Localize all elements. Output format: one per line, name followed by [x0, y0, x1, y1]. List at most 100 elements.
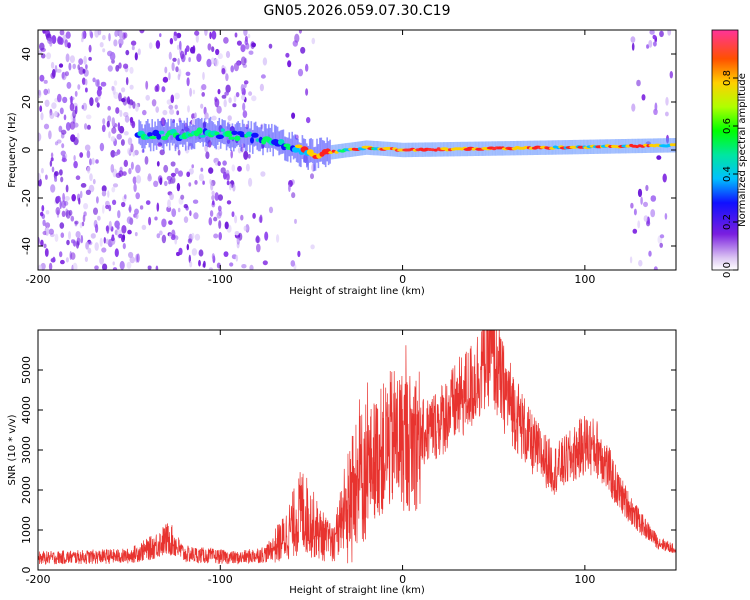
spectrogram-speckle — [287, 60, 292, 68]
spectrogram-speckle — [223, 251, 229, 257]
spectrogram-speckle — [68, 231, 71, 240]
spectrogram-speckle — [236, 61, 241, 66]
spectrogram-speckle — [656, 155, 662, 160]
spectrogram-speckle — [61, 143, 65, 149]
spectrogram-speckle — [111, 117, 116, 127]
spectrogram-speckle — [113, 151, 119, 157]
spectrogram-speckle — [135, 192, 140, 200]
ridge-core — [234, 135, 241, 142]
ridge-core — [224, 130, 233, 137]
spectrogram-speckle — [168, 51, 172, 60]
spectrogram-speckle — [159, 177, 163, 185]
spectrogram-speckle — [292, 40, 298, 47]
spectrogram-speckle — [234, 231, 240, 236]
spectrogram-speckle — [114, 248, 119, 258]
spectrogram-speckle — [92, 178, 96, 185]
ridge-halo-slice — [147, 119, 149, 143]
spectrogram-speckle — [89, 158, 92, 166]
spectrogram-speckle — [191, 232, 195, 240]
spectrogram-speckle — [80, 183, 87, 188]
spectrogram-speckle — [243, 80, 249, 85]
spectrogram-speckle — [173, 32, 178, 42]
spectrogram-speckle — [230, 150, 233, 159]
spectrogram-speckle — [107, 105, 111, 111]
figure-title: GN05.2026.059.07.30.C19 — [264, 3, 451, 19]
spectrogram-speckle — [141, 224, 147, 230]
spectrogram-speckle — [118, 92, 122, 102]
spectrogram-speckle — [259, 83, 264, 92]
spectrogram-speckle — [120, 139, 125, 146]
spectrogram-speckle — [215, 48, 220, 56]
spectrogram-speckle — [50, 72, 56, 79]
ridge-core — [245, 131, 253, 137]
spectrogram-speckle — [62, 192, 65, 202]
ridge-halo-slice — [240, 127, 242, 152]
spectrogram-speckle — [664, 213, 668, 220]
spectrogram-speckle — [235, 254, 239, 262]
spectrogram-speckle — [90, 233, 96, 239]
snr-y-ticks: 0 1000 2000 3000 4000 5000 — [20, 356, 676, 574]
spectrogram-speckle — [174, 167, 179, 175]
spectrogram-speckle — [232, 103, 237, 108]
spectrogram-speckle — [168, 233, 172, 238]
spectrogram-speckle — [128, 99, 134, 106]
spectrogram-speckle — [72, 262, 78, 270]
ridge-halo-slice — [233, 127, 235, 152]
ridge-halo-slice — [319, 137, 321, 162]
spectrogram-speckle — [248, 50, 254, 55]
spectrogram-speckle — [103, 237, 107, 244]
spectrogram-speckle — [255, 235, 260, 244]
spectrogram-speckle — [145, 80, 149, 90]
spectrogram-speckle — [222, 160, 227, 166]
spectrogram-speckle — [148, 216, 152, 226]
spectrogram-speckle — [44, 248, 49, 257]
spectrogram-speckle — [214, 98, 220, 108]
spectrogram-speckle — [196, 53, 202, 62]
spectrogram-speckle — [248, 91, 253, 96]
spectrogram-speckle — [638, 259, 643, 267]
spectrogram-speckle — [218, 209, 223, 217]
spectrogram-speckle — [262, 260, 268, 266]
spectrogram-speckle — [242, 102, 246, 112]
spectrogram-speckle — [54, 177, 58, 182]
spectrogram-speckle — [204, 30, 208, 36]
spectrogram-speckle — [156, 202, 160, 212]
ridge-core — [231, 130, 238, 135]
spectrogram-speckle — [44, 222, 51, 229]
x-tick-label: -200 — [26, 573, 51, 586]
spectrogram-speckle — [81, 105, 85, 110]
spectrogram-speckle — [205, 151, 210, 159]
spectrogram-speckle — [211, 253, 215, 260]
ridge-halo-slice — [256, 125, 258, 150]
spectrogram-speckle — [236, 40, 242, 46]
spectrogram-speckle — [643, 215, 649, 222]
spectrogram-speckle — [75, 175, 81, 180]
spectrogram-speckle — [646, 44, 650, 49]
spectrogram-speckle — [195, 34, 199, 43]
spectrogram-speckle — [43, 123, 50, 130]
spectrogram-speckle — [115, 64, 120, 72]
spectrogram-speckle — [234, 32, 238, 38]
spectrogram-speckle — [240, 84, 245, 92]
spectrogram-speckle — [139, 205, 144, 210]
spectrogram-speckle — [121, 201, 126, 208]
spectrogram-speckle — [128, 204, 132, 214]
colorbar-tick-label: 0.8 — [722, 70, 733, 86]
spectrogram-speckle — [92, 77, 96, 83]
spectrogram-speckle — [79, 152, 84, 158]
spectrogram-speckle — [105, 238, 110, 245]
spectrogram-speckle — [154, 216, 158, 221]
spectrogram-speckle — [251, 95, 257, 102]
spectrogram-speckle — [76, 132, 80, 140]
colorbar-tick-label: 0.4 — [722, 166, 733, 182]
spectrogram-speckle — [177, 207, 181, 213]
spectrogram-speckle — [633, 208, 637, 216]
spectrogram-speckle — [183, 216, 189, 224]
spectrogram-speckle — [264, 231, 269, 241]
spectrogram-speckle — [50, 184, 56, 193]
spectrogram-speckle — [64, 71, 69, 77]
spectrogram-speckle — [38, 264, 43, 270]
spectrogram-speckle — [70, 134, 76, 143]
y-tick-label: 20 — [20, 95, 33, 109]
